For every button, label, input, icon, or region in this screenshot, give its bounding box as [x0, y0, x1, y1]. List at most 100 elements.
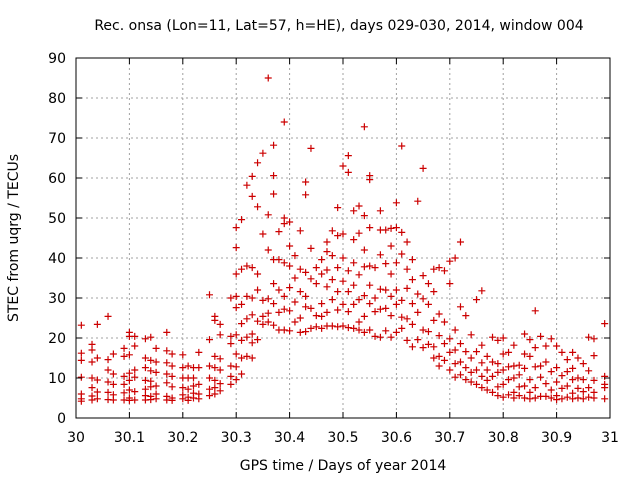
y-tick-label: 30 [48, 291, 66, 307]
data-point [302, 292, 310, 300]
data-point [456, 358, 464, 366]
data-point [232, 270, 240, 278]
data-point [521, 382, 529, 390]
data-point [141, 335, 149, 343]
data-point [563, 356, 571, 364]
data-point [414, 197, 422, 205]
data-point [355, 202, 363, 210]
data-point [355, 318, 363, 326]
data-point [254, 203, 262, 211]
y-tick-label: 0 [57, 411, 66, 427]
data-point [462, 364, 470, 372]
data-point [376, 333, 384, 341]
data-point [489, 388, 497, 396]
data-point [104, 356, 112, 364]
data-point [141, 385, 149, 393]
data-point [440, 318, 448, 326]
data-point [93, 354, 101, 362]
y-tick-label: 20 [48, 331, 66, 347]
data-point [430, 343, 438, 351]
data-point [537, 362, 545, 370]
data-point [104, 366, 112, 374]
data-point [318, 300, 326, 308]
data-point [109, 350, 117, 358]
data-point [489, 358, 497, 366]
data-point [238, 354, 246, 362]
data-point [456, 340, 464, 348]
data-point [371, 294, 379, 302]
data-point [515, 392, 523, 400]
data-point [451, 254, 459, 262]
data-point [590, 394, 598, 402]
data-point [206, 385, 213, 393]
data-point [131, 373, 139, 381]
y-tick-labels: 0 10 20 30 40 50 60 70 80 90 [48, 51, 66, 427]
data-point [264, 211, 272, 219]
data-point [483, 366, 491, 374]
data-point [558, 395, 566, 403]
data-point [211, 352, 219, 360]
data-point [473, 296, 480, 304]
data-point [473, 380, 480, 388]
data-point [296, 265, 304, 273]
data-point [291, 298, 299, 306]
data-point [398, 313, 406, 321]
data-point [376, 251, 384, 259]
data-point [408, 276, 416, 284]
data-point [93, 388, 101, 396]
data-point [435, 310, 443, 318]
data-point [238, 216, 246, 224]
data-point [216, 355, 224, 363]
data-point [489, 372, 497, 380]
data-point [419, 272, 427, 280]
data-point [243, 315, 251, 323]
data-point [585, 367, 593, 375]
data-point [77, 356, 85, 364]
data-point [408, 300, 416, 308]
data-point [392, 259, 400, 267]
data-point [435, 352, 443, 360]
data-point [328, 276, 336, 284]
y-axis-label: STEC from uqrg / TECUs [6, 154, 22, 322]
data-point [510, 341, 518, 349]
data-point [547, 386, 555, 394]
data-point [430, 265, 438, 273]
data-point [473, 348, 480, 356]
data-point [296, 328, 304, 336]
data-point [77, 349, 85, 357]
data-point [440, 356, 448, 364]
data-point [355, 271, 363, 279]
data-point [248, 311, 256, 319]
data-point [179, 351, 187, 359]
data-point [451, 326, 459, 334]
data-point [189, 374, 197, 382]
data-point [296, 314, 304, 322]
data-point [264, 246, 272, 254]
data-point [478, 359, 486, 367]
data-point [563, 393, 571, 401]
data-point [360, 123, 368, 131]
data-point [120, 372, 128, 380]
data-point [184, 385, 192, 393]
data-point [547, 394, 555, 402]
data-point [238, 336, 246, 344]
data-point [195, 364, 203, 372]
data-point [499, 334, 507, 342]
data-point [462, 376, 470, 384]
data-point [88, 396, 96, 404]
data-point [579, 388, 587, 396]
data-point [350, 324, 358, 332]
data-point [248, 354, 256, 362]
data-point [585, 384, 593, 392]
data-point [590, 335, 598, 343]
data-point [184, 396, 192, 404]
data-point [131, 366, 139, 374]
data-point [318, 270, 326, 278]
data-point [344, 152, 352, 160]
data-point [366, 300, 374, 308]
data-point [216, 380, 224, 388]
data-point [307, 304, 315, 312]
data-point [232, 292, 240, 300]
data-point [366, 262, 374, 270]
data-point [104, 388, 112, 396]
